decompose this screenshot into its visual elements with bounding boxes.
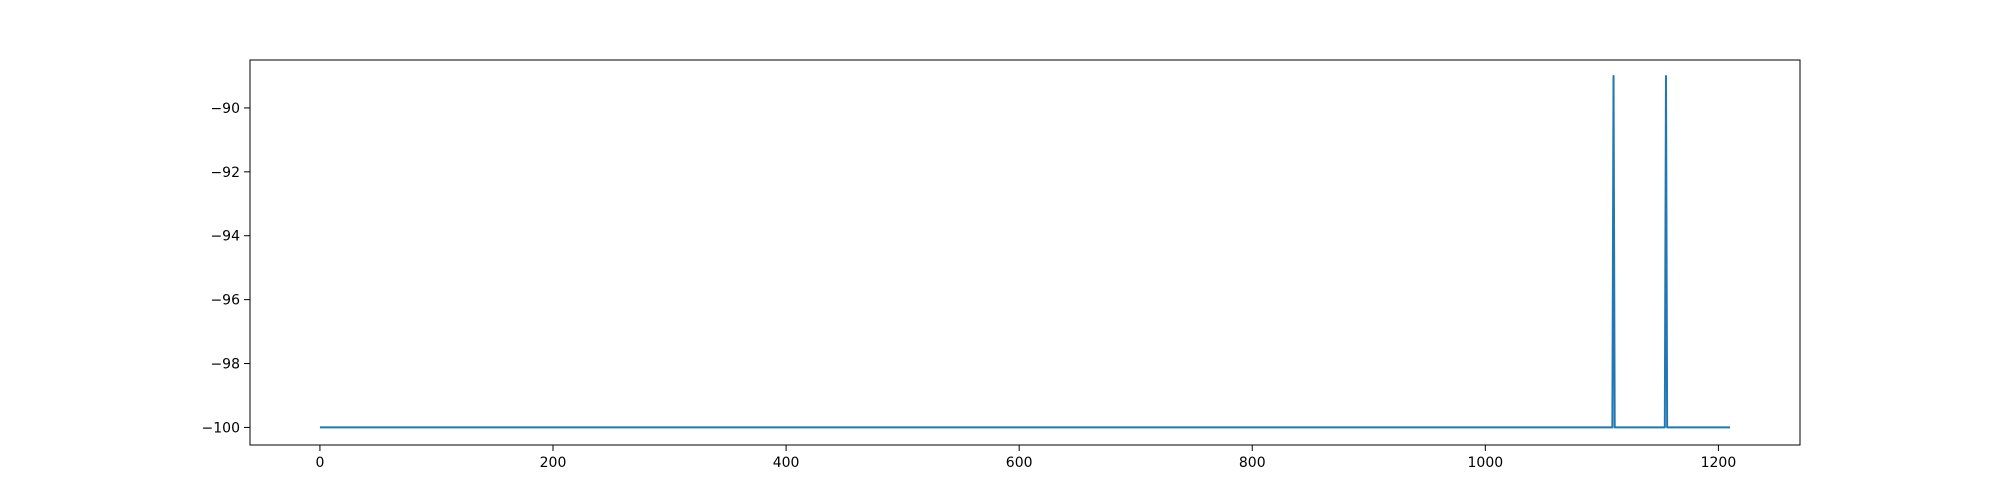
y-tick-label: −96 (210, 293, 240, 309)
y-tick-label: −98 (210, 357, 240, 373)
x-tick-label: 400 (773, 455, 800, 471)
y-tick-label: −90 (210, 101, 240, 117)
y-tick-label: −94 (210, 229, 240, 245)
tick-layer: 0 200 400 600 800 1000 1200 −90 −92 −94 −96 −98 −100 (202, 101, 1737, 471)
axes-frame (249, 59, 1801, 446)
x-tick-label: 1200 (1701, 455, 1737, 471)
series-line-0 (319, 74, 1731, 429)
x-tick-label: 1000 (1468, 455, 1504, 471)
y-tick-label: −100 (202, 420, 240, 436)
x-tick-label: 800 (1239, 455, 1266, 471)
x-tick-label: 200 (540, 455, 567, 471)
y-tick-label: −92 (210, 165, 240, 181)
x-tick-label: 0 (315, 455, 324, 471)
plot-layer (319, 74, 1731, 429)
x-tick-label: 600 (1006, 455, 1033, 471)
